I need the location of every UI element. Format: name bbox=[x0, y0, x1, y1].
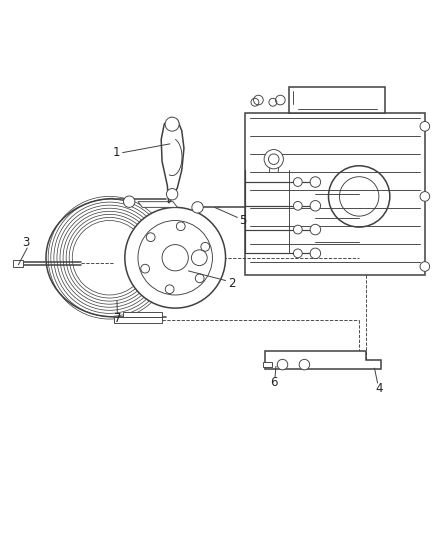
Circle shape bbox=[165, 285, 174, 294]
Circle shape bbox=[310, 177, 321, 187]
Circle shape bbox=[293, 177, 302, 187]
Circle shape bbox=[191, 250, 207, 265]
Bar bbox=[289, 87, 385, 113]
Circle shape bbox=[195, 274, 204, 282]
Polygon shape bbox=[138, 201, 177, 207]
Circle shape bbox=[125, 207, 226, 308]
Polygon shape bbox=[114, 317, 162, 322]
Circle shape bbox=[177, 222, 185, 231]
Circle shape bbox=[268, 154, 279, 165]
Text: 6: 6 bbox=[270, 376, 278, 389]
Circle shape bbox=[201, 243, 210, 251]
Text: 5: 5 bbox=[240, 214, 247, 227]
Circle shape bbox=[192, 201, 203, 213]
Circle shape bbox=[310, 224, 321, 235]
Text: 7: 7 bbox=[113, 312, 121, 325]
Polygon shape bbox=[123, 312, 162, 317]
Circle shape bbox=[165, 117, 179, 131]
Circle shape bbox=[277, 359, 288, 370]
Circle shape bbox=[310, 248, 321, 259]
Circle shape bbox=[293, 201, 302, 210]
Circle shape bbox=[264, 150, 283, 169]
Bar bbox=[13, 260, 23, 268]
Circle shape bbox=[141, 264, 149, 273]
Circle shape bbox=[420, 191, 430, 201]
Circle shape bbox=[420, 122, 430, 131]
Circle shape bbox=[310, 200, 321, 211]
Circle shape bbox=[276, 95, 285, 105]
Text: 1: 1 bbox=[112, 146, 120, 159]
Text: 4: 4 bbox=[375, 382, 383, 395]
Bar bbox=[245, 113, 425, 275]
Polygon shape bbox=[161, 118, 184, 203]
Bar bbox=[193, 204, 202, 211]
Polygon shape bbox=[265, 351, 381, 369]
Circle shape bbox=[420, 262, 430, 271]
Circle shape bbox=[254, 95, 263, 105]
Circle shape bbox=[166, 189, 178, 200]
Circle shape bbox=[293, 249, 302, 258]
Circle shape bbox=[146, 233, 155, 241]
Circle shape bbox=[124, 196, 135, 207]
Text: 2: 2 bbox=[228, 277, 236, 289]
Text: 3: 3 bbox=[23, 236, 30, 249]
Circle shape bbox=[293, 225, 302, 234]
Bar bbox=[263, 362, 272, 367]
Circle shape bbox=[299, 359, 310, 370]
